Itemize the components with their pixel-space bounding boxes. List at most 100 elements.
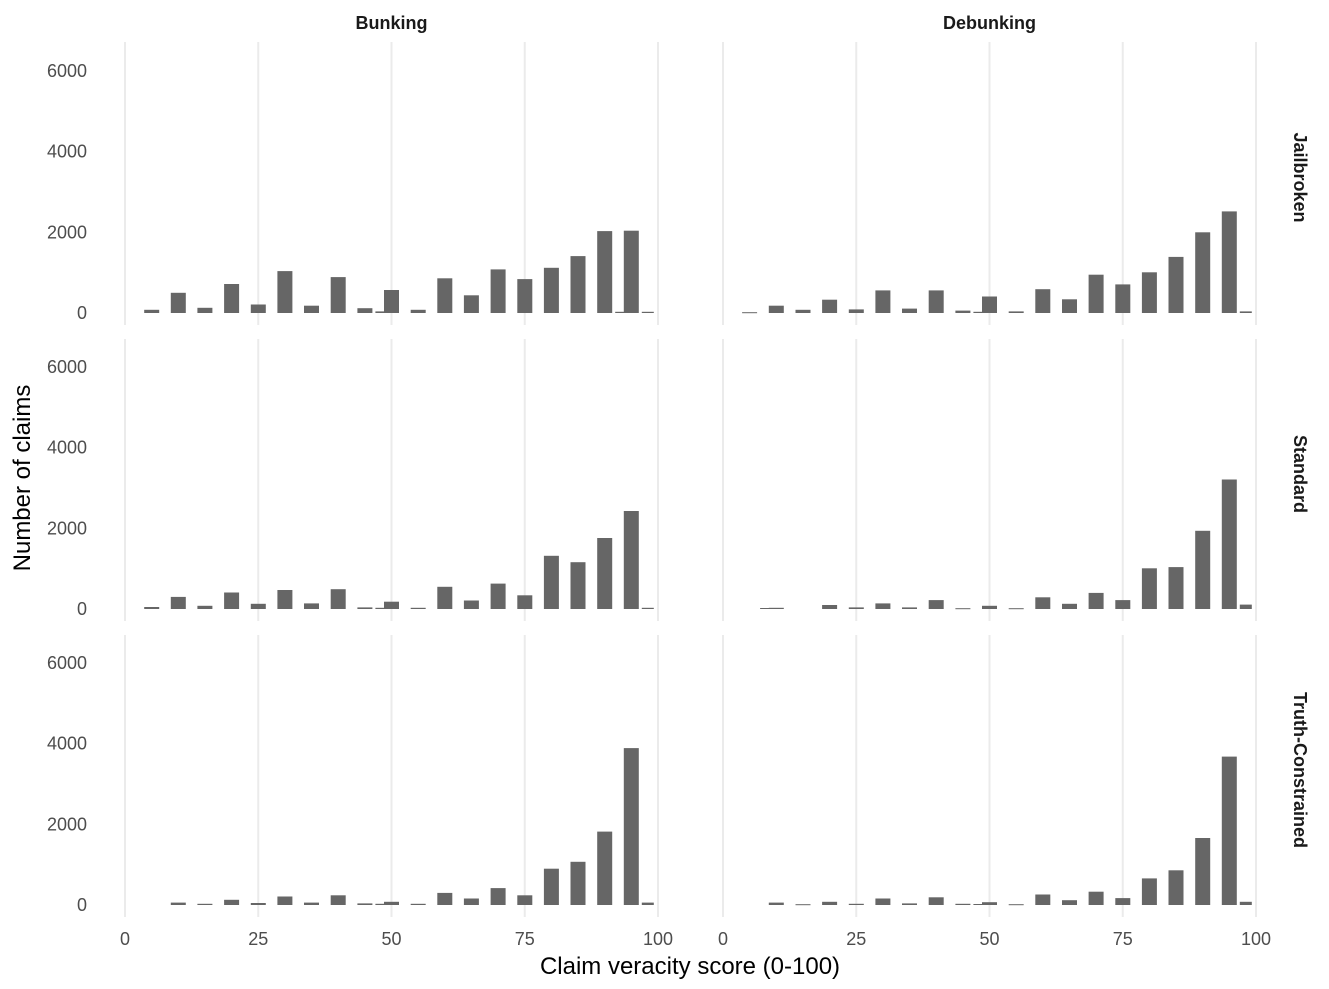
bar-jailbroken-bunking-95 bbox=[623, 230, 639, 313]
bar-standard-debunking-60 bbox=[1035, 597, 1051, 609]
bar-standard-debunking-90 bbox=[1195, 530, 1211, 609]
bar-jailbroken-bunking-45 bbox=[357, 308, 373, 313]
secondary-bar-standard-bunking-95 bbox=[641, 607, 654, 609]
bar-standard-bunking-5 bbox=[144, 607, 160, 609]
secondary-bar-truth-constrained-bunking-95 bbox=[641, 902, 654, 905]
bar-standard-bunking-85 bbox=[570, 562, 586, 609]
bar-standard-debunking-10 bbox=[768, 607, 784, 609]
secondary-bar-jailbroken-debunking-95 bbox=[1239, 311, 1252, 313]
bar-standard-bunking-40 bbox=[330, 589, 346, 609]
bar-standard-bunking-90 bbox=[597, 538, 613, 609]
bar-truth-constrained-bunking-20 bbox=[224, 899, 240, 905]
bar-truth-constrained-debunking-45 bbox=[955, 903, 971, 905]
bar-truth-constrained-debunking-15 bbox=[795, 904, 811, 906]
bar-standard-debunking-70 bbox=[1088, 592, 1104, 609]
facet-column-label-bunking: Bunking bbox=[356, 13, 428, 33]
bar-truth-constrained-bunking-45 bbox=[357, 903, 373, 905]
bar-truth-constrained-debunking-85 bbox=[1168, 870, 1184, 905]
secondary-bar-jailbroken-bunking-90 bbox=[615, 311, 628, 313]
bar-jailbroken-debunking-50 bbox=[982, 296, 997, 313]
bar-jailbroken-bunking-5 bbox=[144, 309, 160, 313]
bar-jailbroken-bunking-30 bbox=[277, 271, 293, 313]
bar-truth-constrained-bunking-80 bbox=[543, 868, 559, 905]
bar-jailbroken-bunking-10 bbox=[170, 292, 186, 313]
y-tick-label: 0 bbox=[77, 303, 87, 323]
bar-jailbroken-bunking-70 bbox=[490, 269, 506, 313]
bar-standard-bunking-75 bbox=[517, 595, 533, 609]
secondary-bar-standard-bunking-45 bbox=[375, 607, 388, 609]
bar-standard-bunking-20 bbox=[224, 592, 240, 609]
bar-jailbroken-bunking-20 bbox=[224, 284, 240, 313]
bar-truth-constrained-bunking-95 bbox=[623, 748, 639, 905]
facet-column-label-debunking: Debunking bbox=[943, 13, 1036, 33]
bar-jailbroken-bunking-90 bbox=[597, 231, 613, 313]
bar-jailbroken-bunking-15 bbox=[197, 307, 213, 313]
bar-jailbroken-debunking-90 bbox=[1195, 232, 1211, 313]
bar-truth-constrained-bunking-90 bbox=[597, 831, 613, 905]
bar-standard-debunking-50 bbox=[982, 605, 997, 609]
y-tick-label: 6000 bbox=[47, 61, 87, 81]
bar-jailbroken-debunking-15 bbox=[795, 309, 811, 313]
bar-truth-constrained-debunking-80 bbox=[1141, 878, 1157, 905]
y-tick-label: 0 bbox=[77, 895, 87, 915]
bar-jailbroken-bunking-80 bbox=[543, 267, 559, 313]
bar-truth-constrained-bunking-35 bbox=[304, 902, 319, 905]
bar-truth-constrained-bunking-85 bbox=[570, 861, 586, 905]
bar-standard-debunking-80 bbox=[1141, 568, 1157, 609]
y-tick-label: 4000 bbox=[47, 142, 87, 162]
y-tick-label: 6000 bbox=[47, 653, 87, 673]
bar-truth-constrained-bunking-15 bbox=[197, 903, 213, 905]
bar-jailbroken-bunking-50 bbox=[384, 290, 399, 313]
bar-jailbroken-debunking-70 bbox=[1088, 274, 1104, 313]
bar-jailbroken-bunking-35 bbox=[304, 305, 319, 313]
bar-jailbroken-debunking-55 bbox=[1008, 311, 1024, 313]
bar-jailbroken-bunking-85 bbox=[570, 256, 586, 313]
bar-standard-bunking-25 bbox=[250, 603, 266, 609]
y-tick-label: 0 bbox=[77, 599, 87, 619]
x-tick-label: 75 bbox=[1113, 929, 1133, 949]
bar-truth-constrained-bunking-50 bbox=[384, 901, 399, 905]
bar-standard-bunking-10 bbox=[170, 596, 186, 609]
bar-truth-constrained-debunking-75 bbox=[1115, 898, 1131, 905]
bar-standard-bunking-70 bbox=[490, 583, 506, 609]
bar-jailbroken-debunking-75 bbox=[1115, 284, 1131, 313]
bar-standard-bunking-80 bbox=[543, 555, 559, 609]
x-tick-label: 100 bbox=[643, 929, 673, 949]
bar-standard-debunking-45 bbox=[955, 608, 971, 610]
y-tick-label: 6000 bbox=[47, 357, 87, 377]
bar-truth-constrained-debunking-55 bbox=[1008, 904, 1024, 906]
bar-truth-constrained-debunking-40 bbox=[928, 897, 944, 905]
x-tick-label: 0 bbox=[718, 929, 728, 949]
bar-standard-debunking-75 bbox=[1115, 600, 1131, 609]
bar-truth-constrained-bunking-10 bbox=[170, 902, 186, 905]
bar-truth-constrained-bunking-65 bbox=[463, 898, 479, 905]
bar-standard-debunking-55 bbox=[1008, 608, 1024, 610]
bar-standard-bunking-95 bbox=[623, 511, 639, 609]
bar-truth-constrained-debunking-50 bbox=[982, 902, 997, 905]
bar-truth-constrained-debunking-90 bbox=[1195, 838, 1211, 905]
bar-standard-debunking-20 bbox=[822, 605, 838, 609]
bar-truth-constrained-bunking-55 bbox=[410, 903, 426, 905]
x-tick-label: 75 bbox=[515, 929, 535, 949]
y-tick-label: 2000 bbox=[47, 518, 87, 538]
x-tick-label: 100 bbox=[1241, 929, 1271, 949]
bar-jailbroken-bunking-55 bbox=[410, 309, 426, 313]
y-tick-label: 4000 bbox=[47, 734, 87, 754]
bar-truth-constrained-debunking-60 bbox=[1035, 894, 1051, 905]
bar-truth-constrained-bunking-60 bbox=[437, 892, 453, 905]
secondary-bar-standard-debunking-5 bbox=[760, 608, 773, 609]
bar-jailbroken-debunking-20 bbox=[822, 299, 838, 313]
y-tick-label: 2000 bbox=[47, 814, 87, 834]
bar-jailbroken-debunking-85 bbox=[1168, 256, 1184, 313]
x-tick-label: 25 bbox=[846, 929, 866, 949]
bar-truth-constrained-bunking-40 bbox=[330, 895, 346, 905]
bar-jailbroken-bunking-75 bbox=[517, 279, 533, 313]
secondary-bar-standard-debunking-95 bbox=[1239, 604, 1252, 609]
bar-jailbroken-debunking-95 bbox=[1221, 211, 1237, 313]
bar-standard-bunking-50 bbox=[384, 601, 399, 609]
bar-jailbroken-debunking-40 bbox=[928, 290, 944, 313]
bar-truth-constrained-bunking-30 bbox=[277, 896, 293, 905]
bar-standard-bunking-60 bbox=[437, 586, 453, 609]
y-tick-label: 2000 bbox=[47, 222, 87, 242]
bar-standard-debunking-85 bbox=[1168, 567, 1184, 609]
